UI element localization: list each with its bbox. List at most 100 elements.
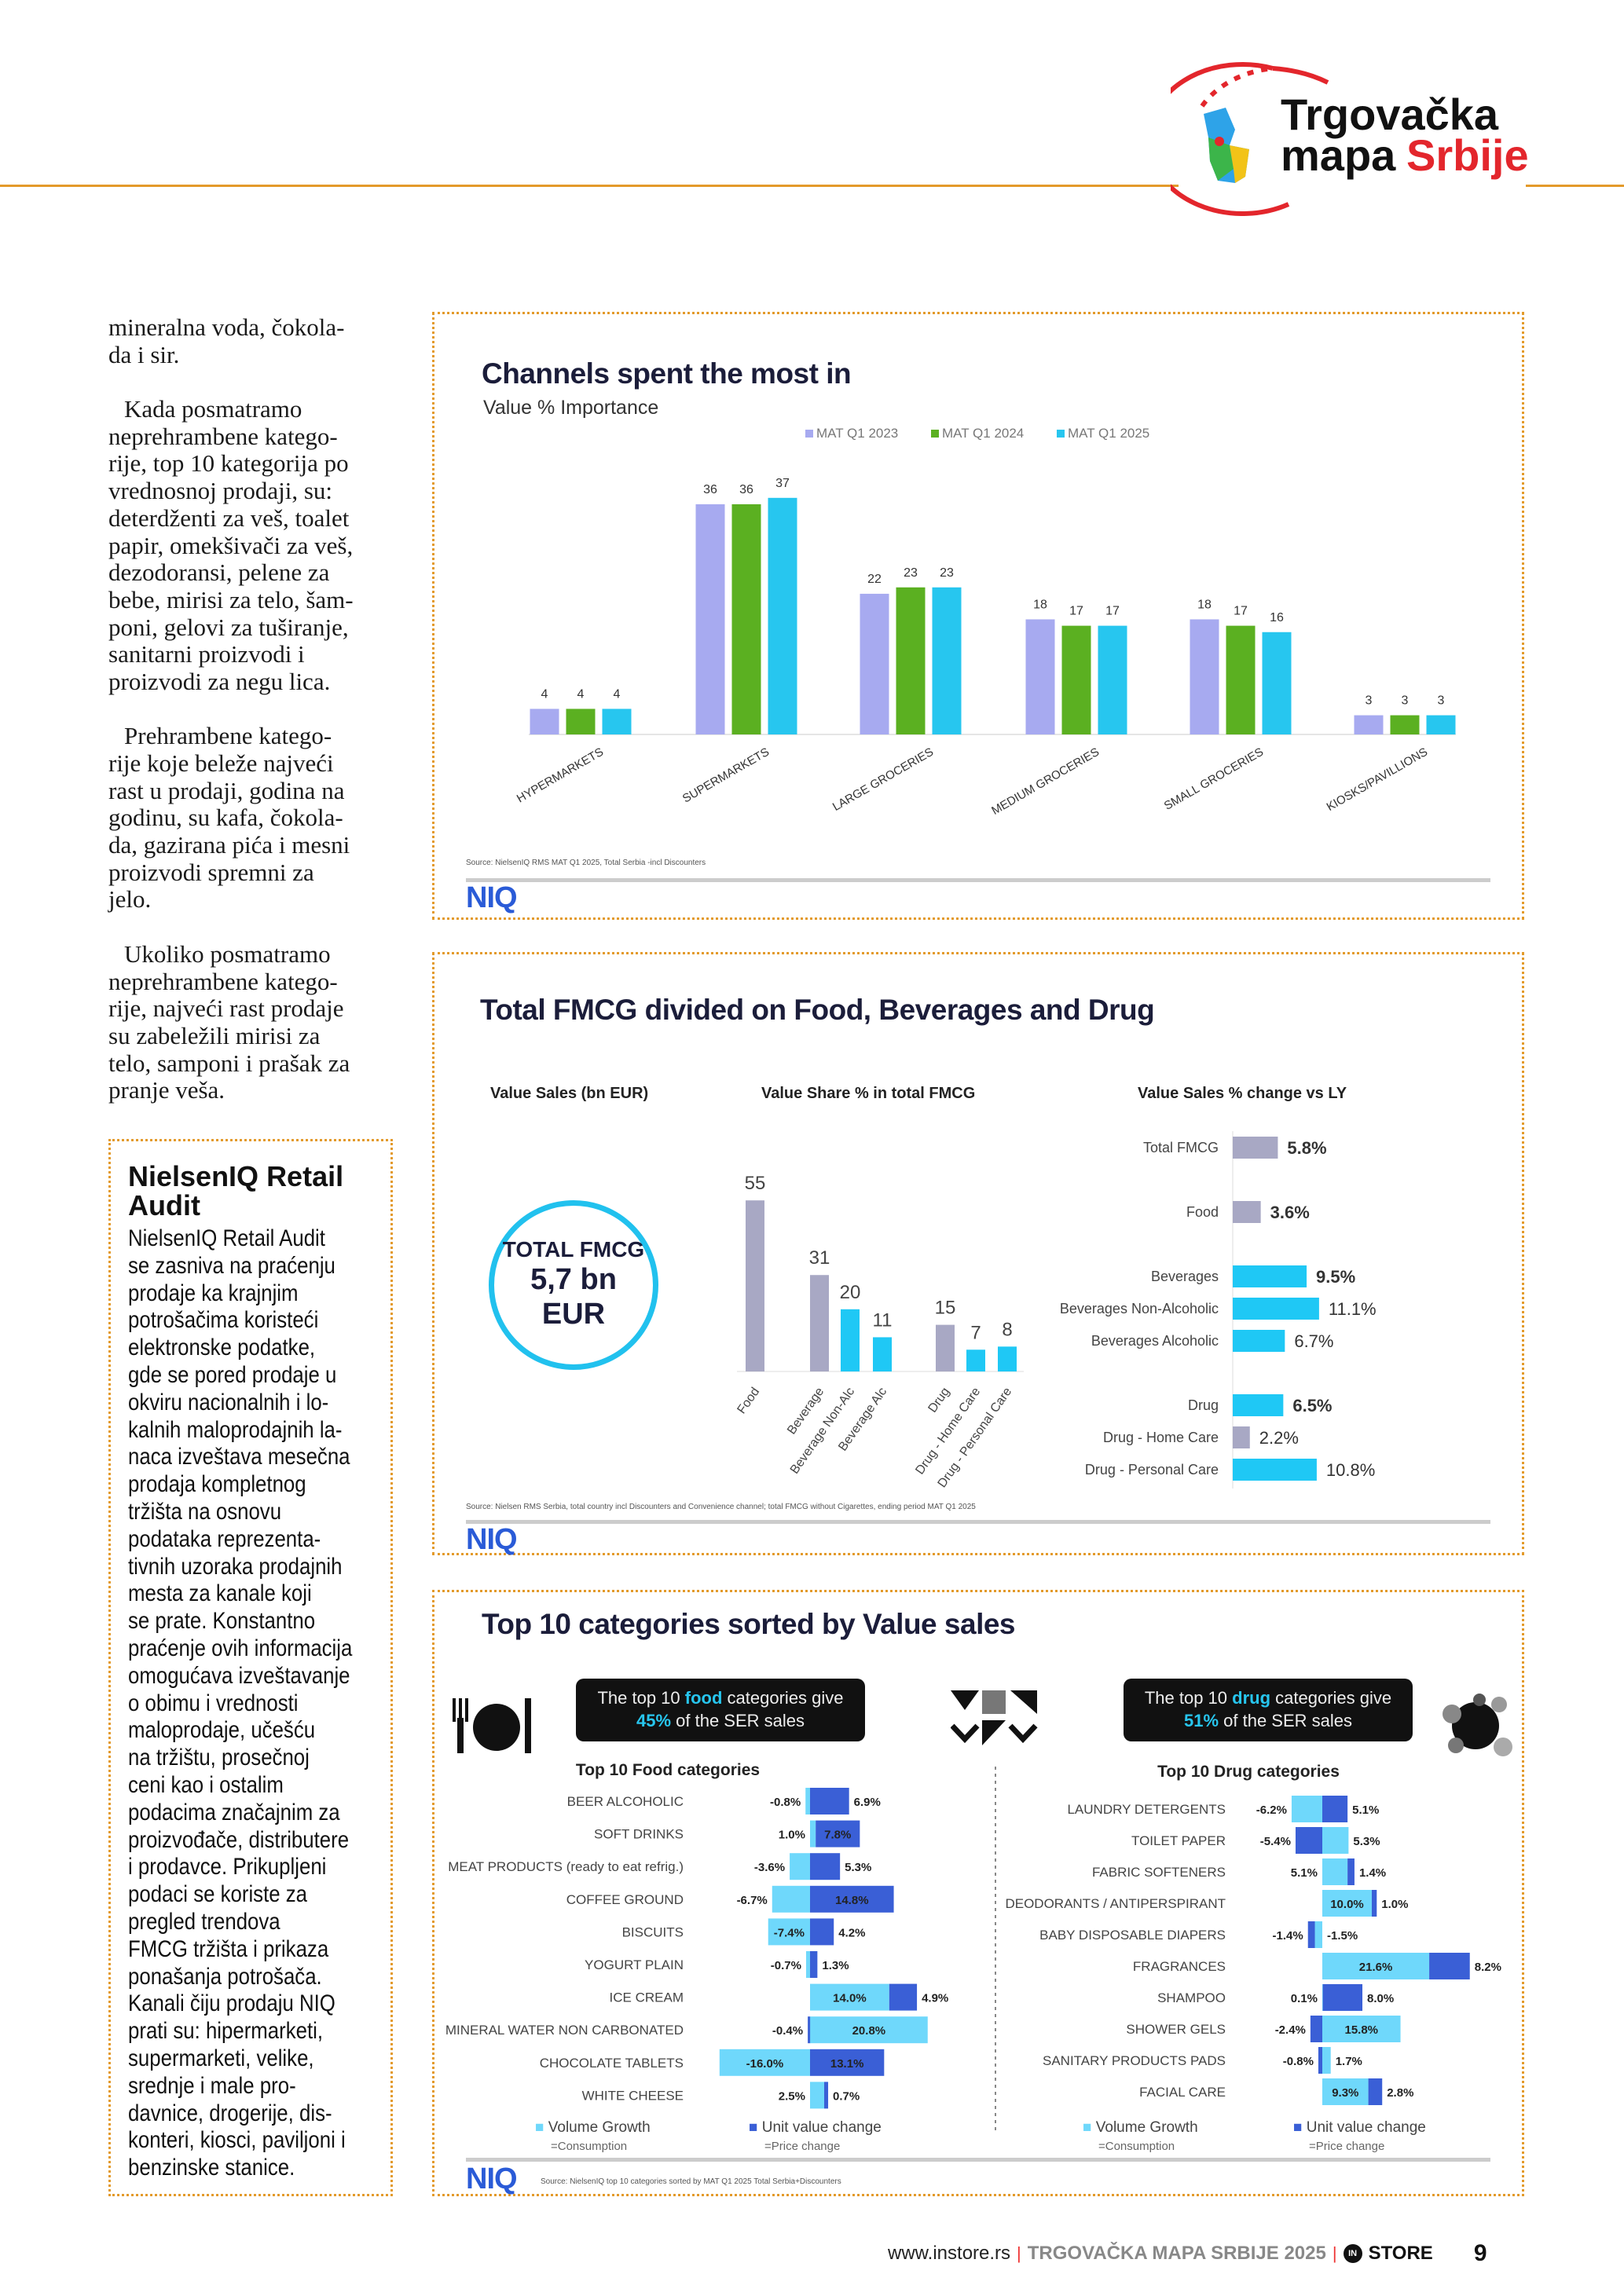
data-label: 17 <box>1069 605 1083 618</box>
text-line: podacima značajnim za <box>128 1799 340 1825</box>
category-label: MEDIUM GROCERIES <box>989 745 1102 818</box>
share-bar <box>998 1346 1017 1371</box>
text-line: praćenje ovih informacija <box>128 1635 353 1661</box>
instore-mark-icon: IN <box>1343 2244 1362 2263</box>
text-line: Kada posmatramo <box>124 395 302 423</box>
share-bar <box>873 1337 892 1371</box>
volume-bar <box>1322 1890 1372 1917</box>
share-bar <box>746 1200 764 1371</box>
data-label: 17 <box>1105 605 1120 618</box>
text-line: jelo. <box>108 885 152 914</box>
category-label: FABRIC SOFTENERS <box>1092 1865 1226 1880</box>
unit-bar <box>889 1983 918 2011</box>
chart-title: Top 10 categories sorted by Value sales <box>482 1608 1016 1640</box>
top10-bar-charts: BEER ALCOHOLIC -0.8% 6.9% SOFT DRINKS 1.0% 7.… <box>445 1767 1501 2134</box>
data-label: 37 <box>775 477 790 490</box>
volume-label: 15.8% <box>1344 2023 1378 2037</box>
unit-label: 5.1% <box>1352 1803 1379 1817</box>
sidebox-body: NielsenIQ Retail Audit se zasniva na prać… <box>128 1225 352 2182</box>
unit-bar <box>810 2049 885 2076</box>
share-bar <box>810 1275 829 1371</box>
volume-label: 0.1% <box>1291 1992 1318 2005</box>
niq-logo: NIQ <box>466 1523 518 1556</box>
channels-chart-panel: Channels spent the most in Value % Impor… <box>432 312 1524 920</box>
text-line: rast u prodaji, godina na <box>108 776 345 804</box>
volume-label: -3.6% <box>754 1861 785 1874</box>
box-text: of the SER sales <box>671 1711 805 1730</box>
legend-label: Volume Growth <box>1095 2119 1198 2136</box>
volume-bar <box>810 2016 928 2044</box>
change-bar <box>1233 1201 1261 1223</box>
volume-bar <box>1322 1827 1349 1854</box>
volume-bar <box>1314 1921 1322 1948</box>
share-bar <box>936 1324 955 1371</box>
bar <box>768 497 797 734</box>
volume-bar <box>810 1983 889 2011</box>
volume-label: 1.0% <box>779 1829 805 1842</box>
food-chart-title: Top 10 Food categories <box>575 1761 761 1779</box>
unit-bar <box>1368 2078 1383 2105</box>
unit-bar <box>810 1788 849 1814</box>
data-label: 36 <box>739 483 753 496</box>
chart-source: Source: NielsenIQ RMS MAT Q1 2025, Total… <box>466 859 706 867</box>
drug-summary-box: The top 10 drug categories give 51% of t… <box>1124 1679 1413 1741</box>
unit-label: 1.4% <box>1359 1866 1386 1880</box>
category-label: BABY DISPOSABLE DIAPERS <box>1039 1928 1226 1943</box>
text-line: na tržištu, prosečnoj <box>128 1745 310 1771</box>
chart-title: Total FMCG divided on Food, Beverages an… <box>480 994 1155 1026</box>
category-label: CHOCOLATE TABLETS <box>540 2056 684 2071</box>
category-label: TOILET PAPER <box>1131 1833 1226 1848</box>
box-highlight: drug <box>1232 1688 1271 1708</box>
unit-label: 4.2% <box>838 1926 865 1939</box>
text-line: gde se pored prodaje u <box>128 1361 337 1388</box>
share-category: Food <box>735 1386 762 1417</box>
unit-bar <box>1372 1890 1377 1917</box>
share-label: 15 <box>935 1298 956 1319</box>
change-label: 11.1% <box>1329 1299 1377 1319</box>
text-line <box>108 914 407 941</box>
data-label: 23 <box>940 566 954 580</box>
category-label: BEER ALCOHOLIC <box>567 1794 684 1809</box>
unit-label: 1.3% <box>822 1959 849 1972</box>
text-line <box>108 368 407 396</box>
text-line: okviru nacionalnih i lo- <box>128 1389 329 1415</box>
logo-text-line1: Trgovačka <box>1281 90 1499 139</box>
legend-swatch <box>931 430 939 438</box>
header-value-sales: Value Sales (bn EUR) <box>490 1085 649 1102</box>
bar <box>1098 625 1127 734</box>
text-line: omogućava izveštavanje <box>128 1662 350 1689</box>
text-line: elektronske podatke, <box>128 1335 316 1361</box>
chart-subtitle: Value % Importance <box>483 397 659 419</box>
volume-label: -6.7% <box>737 1894 768 1907</box>
change-category: Drug - Home Care <box>1103 1430 1219 1445</box>
bar <box>1390 715 1420 734</box>
box-text: The top 10 <box>1144 1688 1233 1708</box>
dots-icon <box>1443 1694 1512 1756</box>
box-text: The top 10 <box>597 1688 685 1708</box>
category-label: SHOWER GELS <box>1126 2022 1226 2037</box>
volume-bar <box>790 1853 810 1880</box>
category-label: DEODORANTS / ANTIPERSPIRANT <box>1005 1896 1226 1911</box>
volume-bar <box>768 1918 810 1946</box>
unit-bar <box>1322 1796 1348 1822</box>
change-bar <box>1233 1426 1250 1448</box>
unit-label: 7.8% <box>824 1829 851 1842</box>
volume-bar <box>805 1788 810 1814</box>
text-line: se zasniva na praćenju <box>128 1252 335 1279</box>
divider <box>466 878 1490 882</box>
bar <box>1354 715 1384 734</box>
text-line: deterdženti za veš, toalet <box>108 504 350 532</box>
volume-bar <box>772 1885 810 1913</box>
text-line: sanitarni proizvodi i <box>108 640 305 668</box>
logo-text-line2b: Srbije <box>1406 130 1529 180</box>
legend-sub: =Consumption <box>1098 2140 1175 2153</box>
footer-url[interactable]: www.instore.rs <box>888 2243 1011 2264</box>
change-label: 6.7% <box>1294 1331 1333 1351</box>
text-line: NielsenIQ Retail Audit <box>128 1225 325 1251</box>
volume-label: 1.7% <box>1336 2055 1362 2068</box>
cutlery-plate-icon <box>453 1698 531 1753</box>
divider <box>466 1520 1490 1524</box>
data-label: 3 <box>1402 694 1409 708</box>
category-label: MINERAL WATER NON CARBONATED <box>445 2023 684 2038</box>
change-label: 3.6% <box>1270 1203 1310 1222</box>
